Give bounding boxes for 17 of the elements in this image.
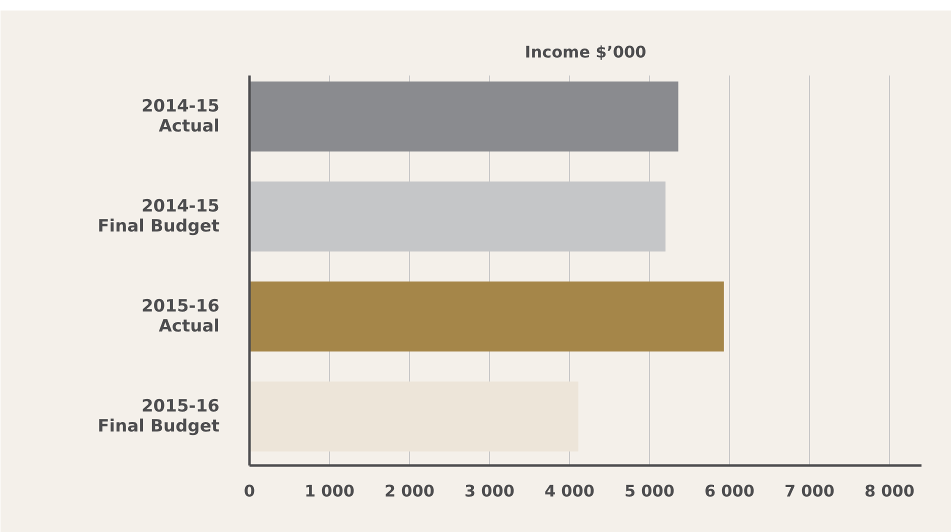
- chart-title: Income $’000: [524, 42, 646, 62]
- x-tick-label: 1 000: [304, 482, 355, 500]
- x-tick-label: 0: [244, 482, 256, 500]
- x-tick-label: 7 000: [784, 482, 835, 500]
- y-tick-label: 2014-15 Final Budget: [98, 196, 220, 236]
- y-tick-label: 2015-16 Actual: [141, 296, 220, 336]
- x-tick-label: 8 000: [864, 482, 915, 500]
- x-tick-label: 4 000: [544, 482, 595, 500]
- x-tick-label: 2 000: [384, 482, 435, 500]
- x-tick-label: 6 000: [704, 482, 755, 500]
- x-tick-label: 3 000: [464, 482, 515, 500]
- bar: [250, 382, 578, 452]
- x-tick-label: 5 000: [624, 482, 675, 500]
- y-tick-label: 2014-15 Actual: [141, 96, 220, 136]
- y-tick-label: 2015-16 Final Budget: [98, 396, 220, 436]
- bar: [250, 282, 724, 352]
- bar: [250, 82, 678, 152]
